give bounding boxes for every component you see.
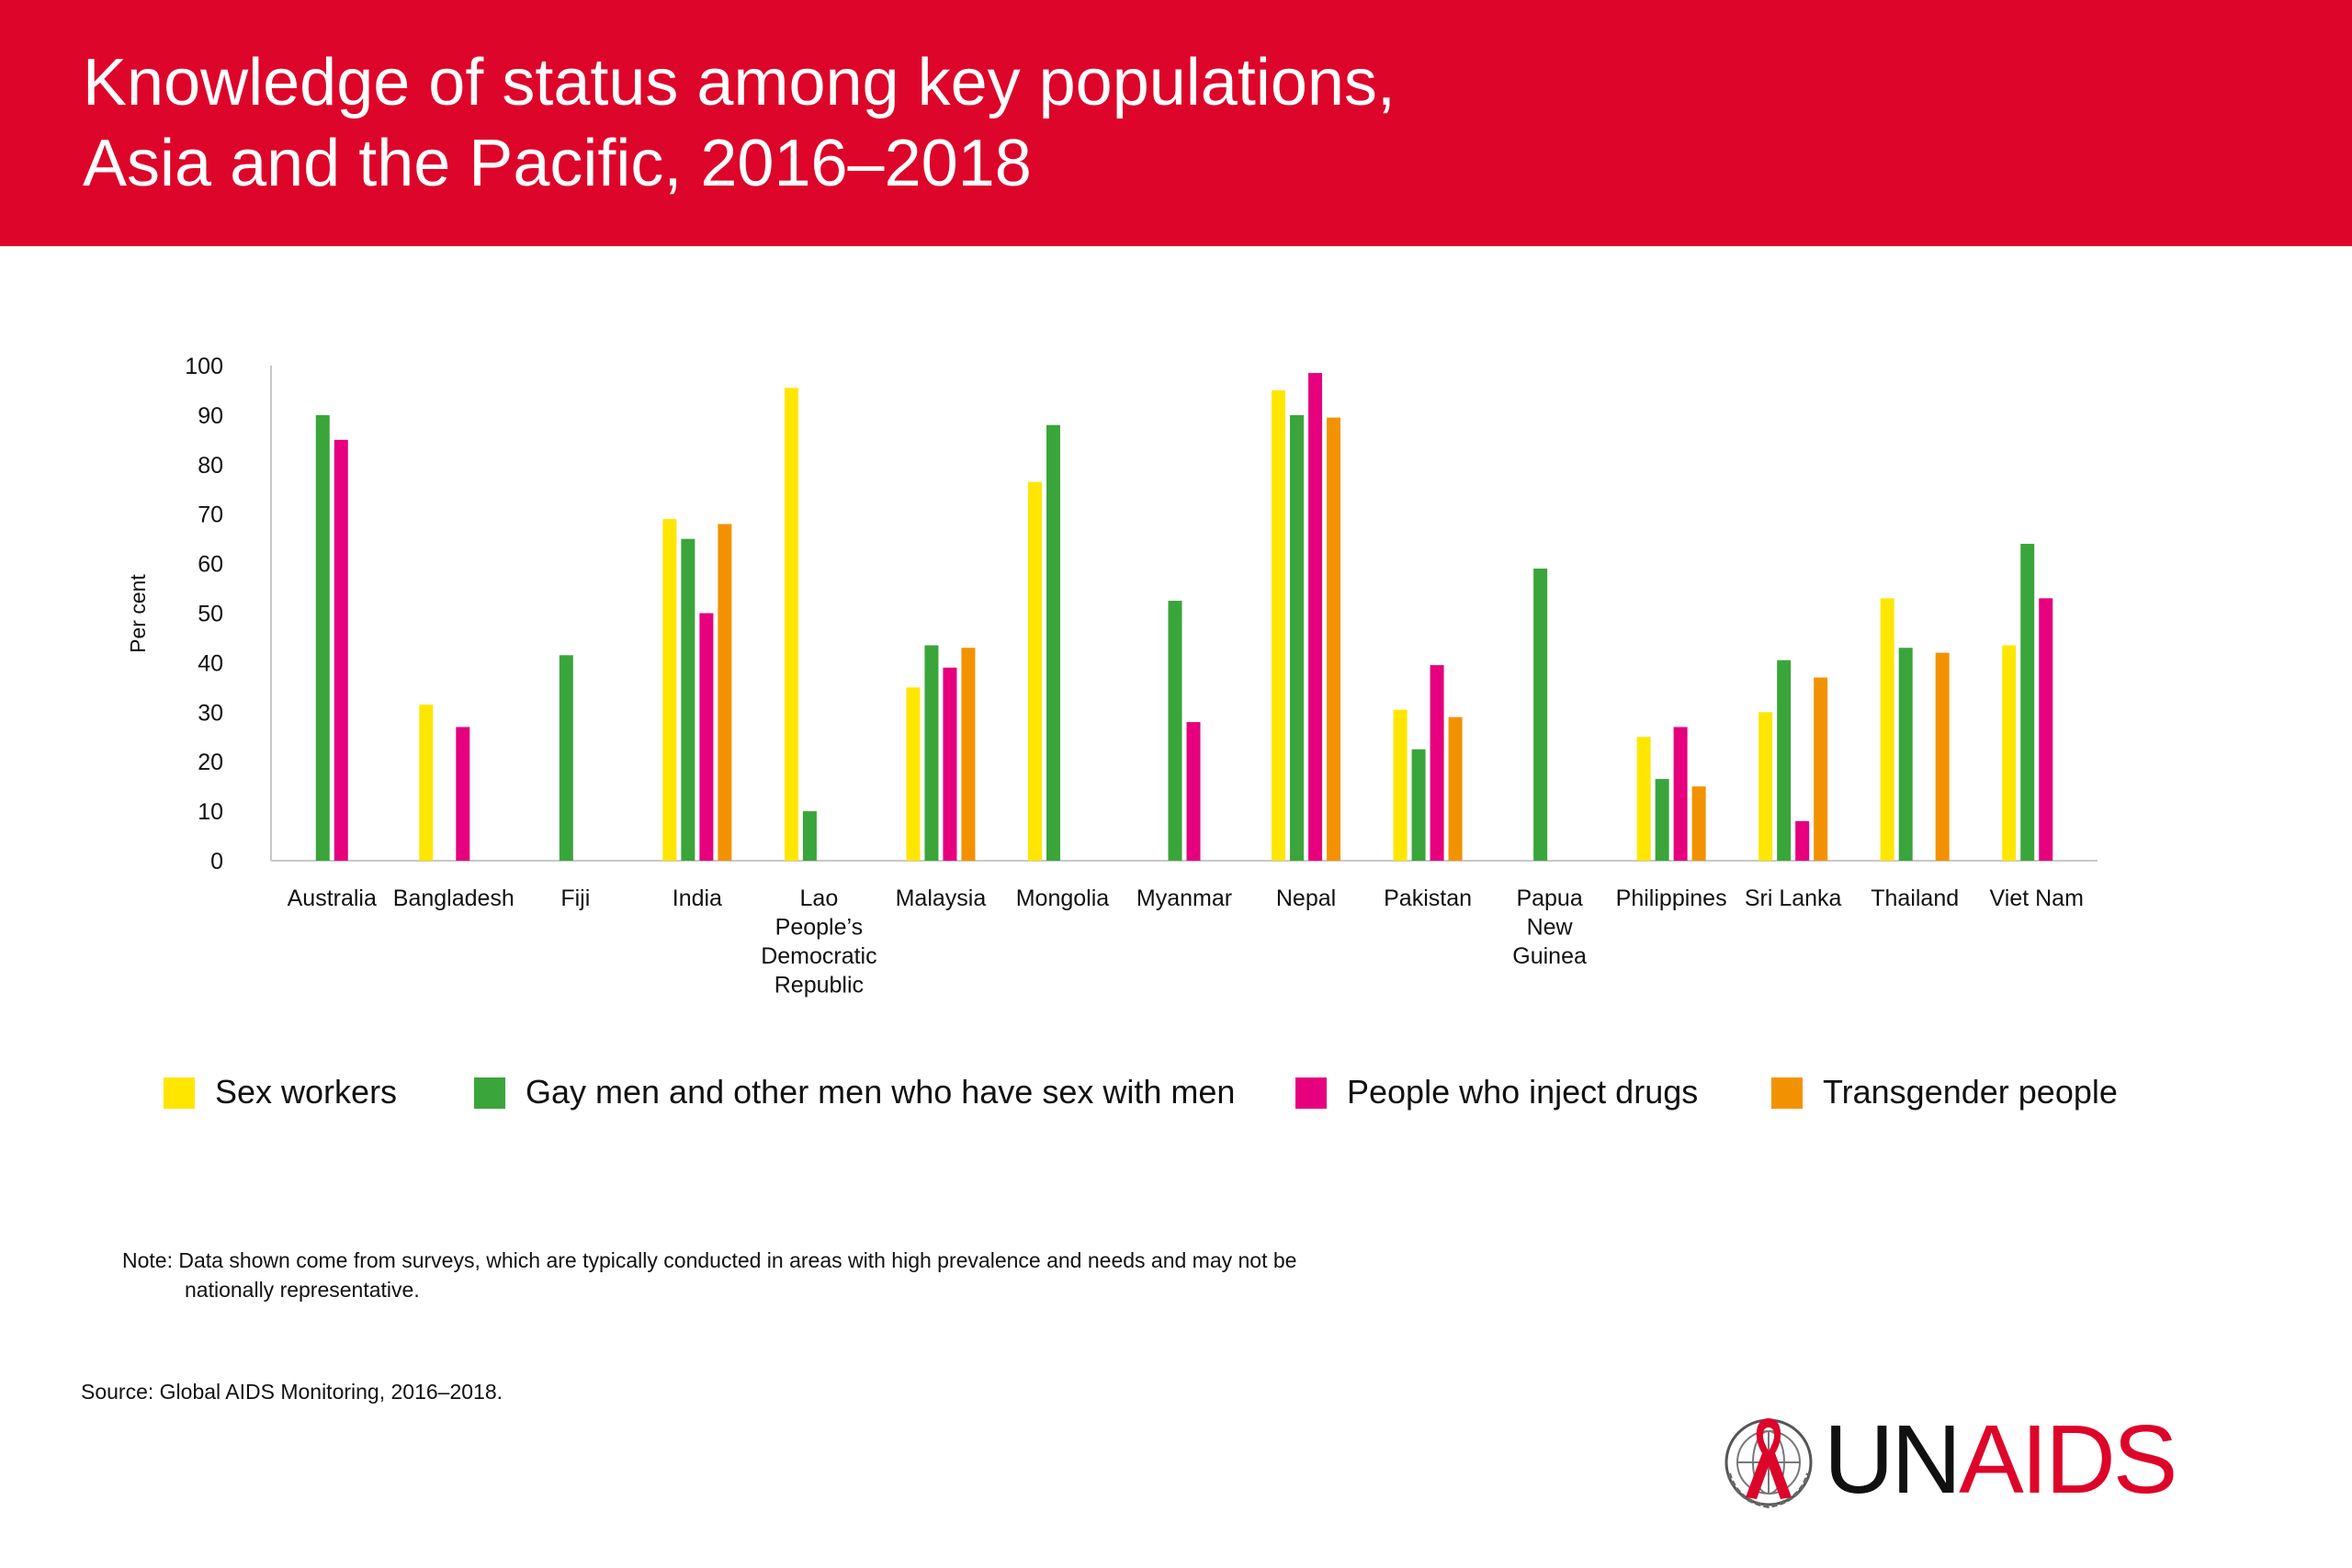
legend-swatch <box>474 1077 505 1109</box>
bar-0-9 <box>1393 709 1408 861</box>
bar-2-7 <box>1186 722 1201 861</box>
y-tick-label: 60 <box>198 552 223 578</box>
bar-2-8 <box>1308 373 1323 862</box>
y-tick-label: 50 <box>198 602 223 627</box>
bar-2-1 <box>456 727 470 861</box>
x-tick-label: Australia <box>288 886 377 911</box>
x-tick-label: Mongolia <box>1016 886 1110 911</box>
bar-3-13 <box>1935 652 1950 861</box>
bar-1-6 <box>1046 424 1060 861</box>
bar-3-11 <box>1691 786 1706 861</box>
y-tick-label: 20 <box>198 750 223 775</box>
y-tick-label: 40 <box>198 650 223 676</box>
legend-label: Gay men and other men who have sex with … <box>526 1073 1236 1111</box>
y-tick-label: 80 <box>198 453 223 479</box>
bar-1-13 <box>1898 648 1913 861</box>
legend-swatch <box>1771 1077 1803 1109</box>
x-tick-label: Papua New Guinea <box>1512 886 1587 969</box>
bar-2-0 <box>334 439 348 861</box>
bars-layer <box>315 373 2053 862</box>
note-line-2: nationally representative. <box>185 1278 420 1302</box>
x-tick-label: Myanmar <box>1136 886 1232 911</box>
bar-chart: 0 10 20 30 40 50 60 70 80 90 100 Per cent Australia… <box>126 354 2098 998</box>
legend-label: Transgender people <box>1823 1073 2118 1111</box>
x-tick-label: Malaysia <box>896 886 987 911</box>
bar-1-14 <box>2020 544 2035 861</box>
bar-3-3 <box>718 524 732 861</box>
x-tick-label: Fiji <box>560 886 590 911</box>
y-tick-label: 100 <box>185 354 223 379</box>
un-emblem-red-ribbon-icon <box>1724 1418 1813 1509</box>
bar-1-5 <box>924 645 939 861</box>
bar-0-11 <box>1636 737 1651 861</box>
x-tick-label: Bangladesh <box>393 886 514 911</box>
header-banner: Knowledge of status among key population… <box>0 0 2352 246</box>
bar-0-5 <box>906 687 921 861</box>
bar-2-14 <box>2039 598 2053 861</box>
bar-2-12 <box>1795 820 1810 861</box>
logo-text-un: UN <box>1824 1405 1962 1514</box>
bar-2-11 <box>1673 727 1688 861</box>
legend-label: Sex workers <box>215 1073 398 1111</box>
bar-2-5 <box>943 667 957 861</box>
y-tick-label: 10 <box>198 799 223 825</box>
bar-1-11 <box>1655 779 1669 861</box>
x-tick-label: Lao People’s Democratic Republic <box>761 886 876 998</box>
x-tick-label: Viet Nam <box>1990 886 2084 911</box>
x-axis-labels: Australia Bangladesh Fiji India Lao People’s D… <box>288 886 2084 998</box>
page-title: Knowledge of status among key population… <box>83 42 1396 204</box>
logo-text-aids: AIDS <box>1959 1405 2177 1514</box>
x-tick-label: Sri Lanka <box>1745 886 1842 911</box>
bar-1-2 <box>559 655 573 861</box>
bar-0-6 <box>1027 481 1042 861</box>
bar-3-9 <box>1448 716 1463 861</box>
bar-0-12 <box>1758 712 1773 861</box>
title-line-1: Knowledge of status among key population… <box>83 46 1396 119</box>
x-tick-label: Nepal <box>1276 886 1336 911</box>
y-tick-label: 70 <box>198 502 223 528</box>
bar-0-3 <box>662 519 677 861</box>
bar-1-10 <box>1533 568 1548 861</box>
bar-2-3 <box>699 613 714 861</box>
bar-1-8 <box>1290 414 1305 861</box>
source-text: Source: Global AIDS Monitoring, 2016–201… <box>81 1380 503 1404</box>
x-tick-label: Pakistan <box>1384 886 1472 911</box>
x-tick-label: India <box>673 886 722 911</box>
bar-0-1 <box>419 705 434 861</box>
y-axis: 0 10 20 30 40 50 60 70 80 90 100 Per cent <box>126 354 2098 874</box>
chart-legend: Sex workers Gay men and other men who hav… <box>0 1066 2352 1121</box>
note-line-1: Note: Data shown come from surveys, whic… <box>122 1248 1297 1272</box>
y-tick-label: 0 <box>210 849 223 874</box>
logo-wordmark: UNAIDS <box>1824 1400 2178 1519</box>
bar-1-7 <box>1168 601 1182 861</box>
legend-swatch <box>164 1077 195 1109</box>
legend-label: People who inject drugs <box>1347 1073 1699 1111</box>
bar-1-9 <box>1411 749 1426 861</box>
x-tick-label: Philippines <box>1616 886 1727 911</box>
bar-0-14 <box>2002 645 2017 861</box>
y-tick-label: 30 <box>198 700 223 726</box>
bar-3-12 <box>1814 677 1828 861</box>
x-tick-label: Thailand <box>1871 886 1959 911</box>
unaids-logo: UNAIDS <box>1718 1405 2178 1516</box>
bar-2-9 <box>1430 665 1444 861</box>
bar-3-5 <box>961 648 976 861</box>
y-axis-title: Per cent <box>126 574 150 653</box>
bar-0-4 <box>784 388 798 861</box>
y-tick-label: 90 <box>198 403 223 429</box>
bar-1-0 <box>315 414 330 861</box>
bar-0-13 <box>1880 598 1894 861</box>
title-line-2: Asia and the Pacific, 2016–2018 <box>83 127 1032 200</box>
legend-swatch <box>1295 1077 1327 1109</box>
bar-3-8 <box>1327 417 1341 861</box>
note: Note: Data shown come from surveys, whic… <box>122 1246 1592 1304</box>
bar-0-8 <box>1272 389 1286 861</box>
bar-1-3 <box>681 538 695 861</box>
bar-1-12 <box>1777 660 1792 861</box>
bar-1-4 <box>802 811 817 861</box>
